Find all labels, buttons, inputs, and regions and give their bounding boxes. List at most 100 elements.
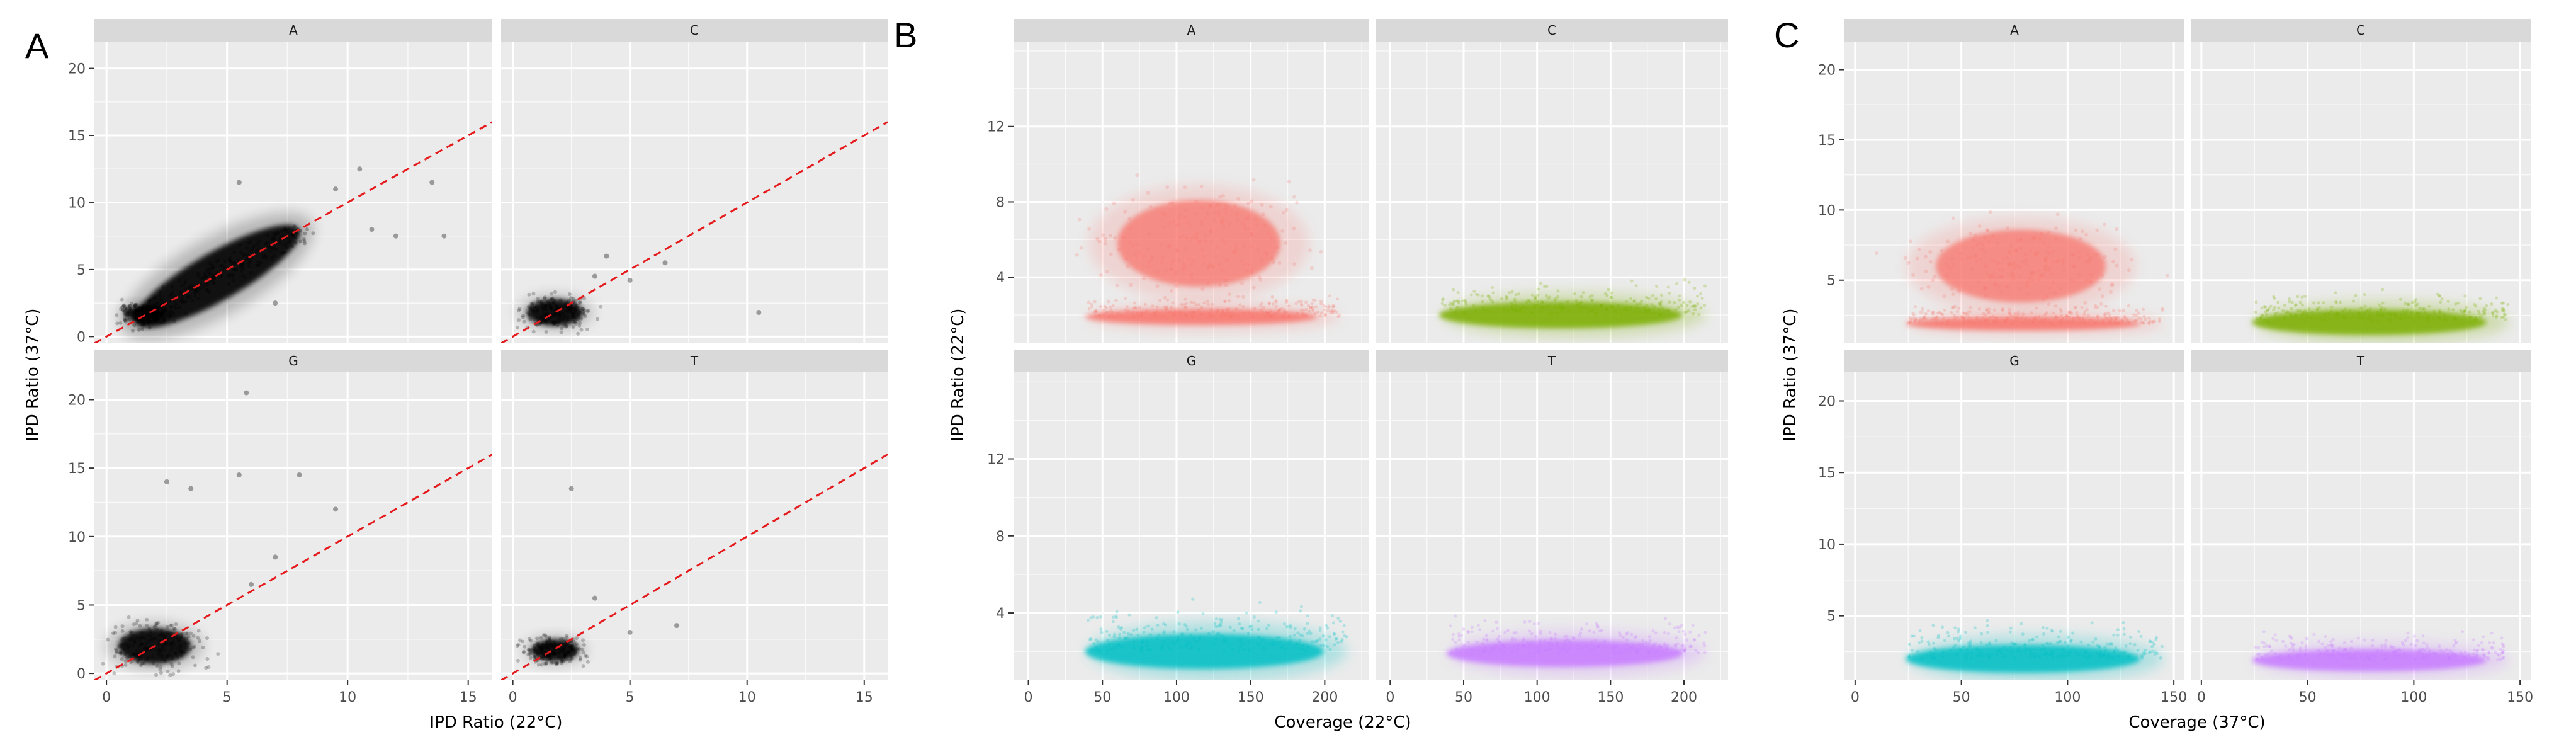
panel-a-facet-a-cluster-0-point xyxy=(159,297,163,302)
panel-c-facet-c-cluster-0-point xyxy=(2452,317,2456,321)
panel-b-facet-g-cluster-0-point xyxy=(1334,637,1338,641)
panel-a-facet-t-cluster-0-point xyxy=(528,637,532,641)
panel-b-facet-a-cluster-1-point xyxy=(1299,299,1303,303)
panel-a-facet-t-cluster-0-point xyxy=(565,636,569,640)
panel-c-facet-c-cluster-0-point xyxy=(2422,307,2426,311)
panel-b-facet-a-cluster-1-point xyxy=(1139,311,1143,315)
panel-a-facet-c-cluster-0-point xyxy=(543,319,548,323)
panel-c-facet-c-cluster-0-point xyxy=(2398,317,2402,321)
panel-c-facet-g-cluster-0-point xyxy=(1980,632,1984,636)
panel-b-facet-g-cluster-0-point xyxy=(1183,622,1187,626)
panel-a-facet-a-cluster-1-point xyxy=(157,304,162,308)
panel-a-facet-g-cluster-0-point xyxy=(171,640,176,644)
panel-c-facet-g-cluster-0-point xyxy=(2154,637,2158,641)
panel-b-facet-c-cluster-0-point xyxy=(1534,295,1537,299)
panel-a-facet-g-cluster-0-point xyxy=(132,639,137,644)
panel-c-facet-t-cluster-0-point xyxy=(2499,648,2502,651)
panel-a-facet-a-cluster-1-point xyxy=(138,311,143,315)
panel-b-facet-t-cluster-0-point xyxy=(1629,650,1632,654)
panel-c-facet-a-cluster-0-point xyxy=(2038,237,2042,241)
panel-b-facet-a-cluster-1-point xyxy=(1225,312,1229,316)
panel-c-facet-a-cluster-0-point xyxy=(1903,256,1907,260)
panel-a-x-axis-title: IPD Ratio (22°C) xyxy=(429,713,562,732)
panel-b-facet-t-cluster-0-point xyxy=(1630,632,1634,636)
panel-a-facet-c-outlier-point xyxy=(756,310,762,316)
panel-c-facet-a-cluster-0-point xyxy=(1945,273,1950,278)
panel-b-facet-c-cluster-0-point xyxy=(1654,297,1658,300)
panel-a-facet-c-cluster-0-point xyxy=(527,304,531,309)
panel-b-facet-t-cluster-0-point xyxy=(1522,644,1525,648)
panel-b-facet-c-cluster-0-point xyxy=(1605,307,1609,311)
panel-b-facet-a-cluster-0-point xyxy=(1227,299,1231,303)
panel-a-facet-g-cluster-0-point xyxy=(131,653,135,657)
panel-b-facet-t-cluster-0-point xyxy=(1525,640,1529,644)
panel-c-facet-c-cluster-0-point xyxy=(2290,307,2293,311)
panel-b-facet-t-cluster-0-point xyxy=(1493,645,1497,649)
panel-a-facet-a-cluster-0-point xyxy=(231,273,235,278)
panel-a-facet-c-background xyxy=(501,42,888,343)
panel-b-facet-c-cluster-0-point xyxy=(1675,282,1679,286)
panel-b-facet-g-cluster-0-point xyxy=(1096,640,1100,644)
panel-c-facet-t-cluster-0-point xyxy=(2452,644,2456,648)
panel-b-facet-a-cluster-1-point xyxy=(1133,306,1137,310)
panel-c-facet-g-cluster-0-point xyxy=(2106,653,2110,657)
panel-b-facet-a-cluster-0-point xyxy=(1228,222,1232,226)
panel-b-facet-t-cluster-0-point xyxy=(1596,624,1600,627)
panel-b-facet-g-strip-label: G xyxy=(1187,353,1197,368)
panel-c-facet-c-cluster-0-point xyxy=(2295,314,2298,317)
panel-b-facet-a-strip xyxy=(1014,19,1369,42)
panel-b-facet-g-cluster-0-point xyxy=(1275,636,1279,639)
panel-a-facet-g-cluster-0-point xyxy=(123,652,128,656)
panel-c-facet-g-cluster-0-point xyxy=(2096,644,2099,648)
panel-c-facet-t-cluster-0-point xyxy=(2416,651,2420,655)
panel-c-facet-a-cluster-1-point xyxy=(1912,313,1916,317)
panel-a-facet-t-cluster-0-point xyxy=(574,636,579,641)
panel-b-facet-a-cluster-1-point xyxy=(1267,301,1271,305)
panel-b-facet-c-cluster-0-point xyxy=(1528,300,1532,304)
panel-a-facet-t-cluster-0-point xyxy=(555,661,560,665)
panel-a-facet-g-cluster-0-point xyxy=(186,641,191,645)
panel-c-facet-t-cluster-0-point xyxy=(2397,648,2401,652)
panel-c-facet-a-cluster-0-point xyxy=(2011,277,2016,282)
panel-a-facet-c-cluster-0-point xyxy=(543,304,548,308)
panel-a-facet-a-cluster-1-point xyxy=(138,309,143,314)
panel-c-facet-a-cluster-1-point xyxy=(2006,317,2009,321)
panel-a-facet-a-cluster-1-point xyxy=(119,307,123,311)
panel-a-facet-a-cluster-0-point xyxy=(169,294,173,298)
panel-c-facet-a-cluster-0-point xyxy=(2038,274,2042,278)
panel-b-facet-t-cluster-0-point xyxy=(1470,630,1474,634)
panel-b-facet-c-cluster-0-point xyxy=(1518,310,1522,314)
panel-c-facet-g-cluster-0-point xyxy=(2153,653,2157,656)
panel-b-facet-g-cluster-0-point xyxy=(1302,627,1306,631)
panel-a-facet-a-cluster-0-point xyxy=(264,254,268,258)
panel-c-facet-t-cluster-0-point xyxy=(2475,649,2479,653)
panel-c-facet-a-cluster-1-point xyxy=(1991,314,1995,318)
panel-b-facet-g-cluster-0-point xyxy=(1126,636,1130,640)
panel-c-facet-c-cluster-0-point xyxy=(2426,317,2429,321)
panel-c-facet-c-cluster-0-point xyxy=(2483,311,2487,314)
panel-b-facet-c-cluster-0-point xyxy=(1692,304,1696,308)
panel-c-facet-t-cluster-0-point xyxy=(2279,658,2283,661)
panel-c-facet-a-cluster-1-point xyxy=(2059,319,2063,323)
panel-c-facet-a-cluster-1-point xyxy=(2101,318,2105,322)
panel-c-facet-a-cluster-0-point xyxy=(2018,237,2023,241)
panel-b-facet-a-cluster-0-point xyxy=(1155,284,1160,288)
panel-b-facet-c-cluster-0-point xyxy=(1594,304,1598,308)
panel-b-facet-t-cluster-0-point xyxy=(1588,629,1591,633)
panel-a-facet-t-cluster-0-point xyxy=(535,651,539,656)
panel-c-facet-t-cluster-0-point xyxy=(2329,656,2332,660)
panel-b-facet-t-cluster-0-point xyxy=(1613,651,1617,655)
panel-b-facet-t-cluster-0-point xyxy=(1688,644,1692,648)
panel-a-facet-c-cluster-0-point xyxy=(553,290,557,294)
panel-b-facet-c-cluster-0-point xyxy=(1535,299,1539,303)
panel-b-facet-a-cluster-0-point xyxy=(1189,273,1194,277)
panel-a-facet-a-cluster-1-point xyxy=(133,310,138,314)
panel-a-facet-c-cluster-0-point xyxy=(549,306,553,310)
panel-c-facet-a-cluster-0-point xyxy=(2035,251,2040,255)
panel-c-facet-t-cluster-0-point xyxy=(2451,652,2455,656)
panel-b-facet-t-cluster-0-point xyxy=(1522,637,1526,641)
panel-a-facet-a-cluster-0-point xyxy=(268,245,272,249)
panel-c-facet-a-cluster-1-point xyxy=(2147,321,2150,324)
panel-c-facet-c-cluster-0-point xyxy=(2273,306,2277,309)
panel-b-facet-c-cluster-0-point xyxy=(1644,311,1648,314)
